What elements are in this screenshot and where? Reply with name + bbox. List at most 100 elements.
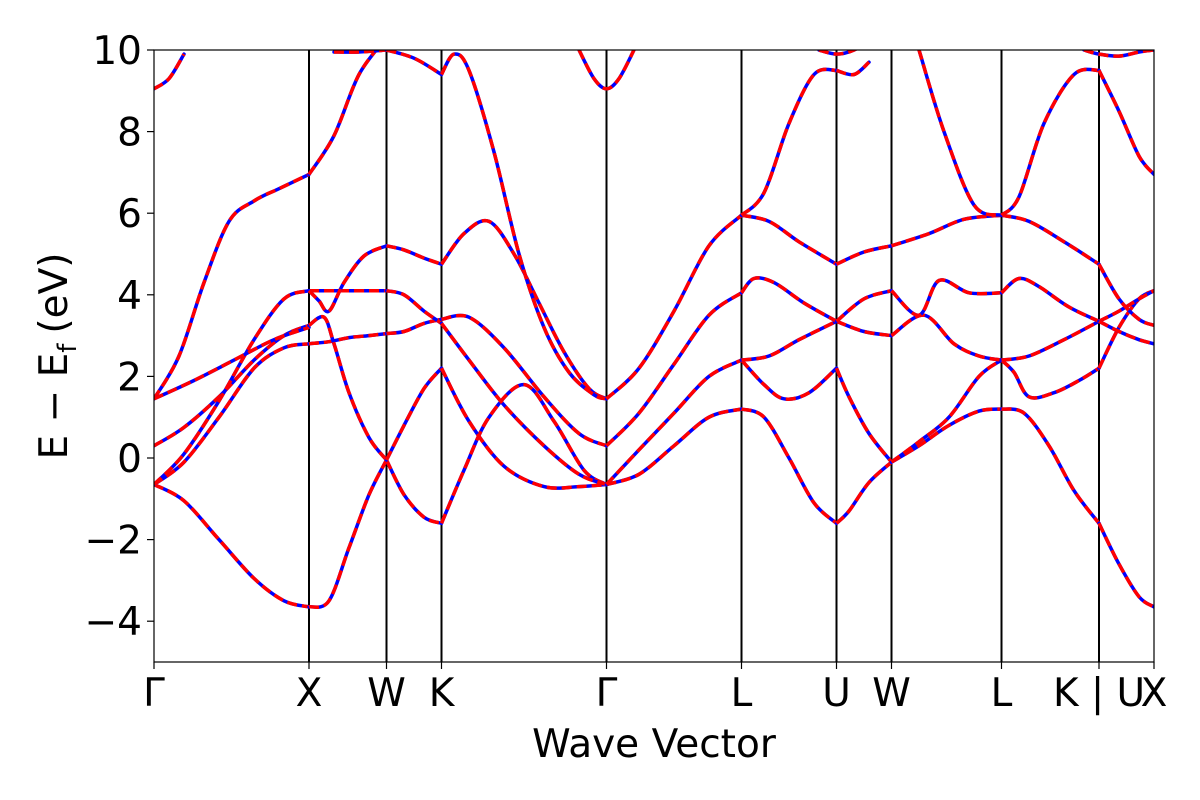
x-axis-label: Wave Vector — [532, 722, 777, 767]
y-tick-label: −4 — [85, 600, 143, 645]
band-line-dashed — [1001, 407, 1101, 525]
band-line-dashed — [154, 288, 310, 486]
band-line-dashed — [1098, 319, 1154, 346]
y-axis-label-unit: (eV) — [32, 252, 77, 333]
band-line-dashed — [605, 407, 742, 487]
band-line-solid — [154, 325, 311, 401]
x-tick-label: X — [1141, 671, 1168, 716]
band-line-dashed — [439, 382, 608, 524]
band-line-dashed — [740, 407, 838, 525]
band-line-dashed — [1097, 263, 1154, 328]
x-tick-label: W — [367, 671, 406, 716]
band-line-dashed — [154, 323, 310, 448]
band-line-solid — [999, 407, 1101, 526]
band-line-dashed — [834, 367, 893, 464]
band-line-solid — [384, 288, 444, 326]
band-line-dashed — [1001, 319, 1100, 362]
y-tick-label: 10 — [92, 29, 142, 74]
band-curves — [154, 50, 1154, 609]
band-line-dashed — [835, 60, 871, 77]
band-line-dashed — [835, 244, 892, 266]
band-line-solid — [739, 358, 839, 401]
band-line-dashed — [1000, 67, 1100, 217]
x-tick-label: Γ — [596, 671, 618, 716]
band-line-dashed — [1097, 289, 1154, 369]
y-axis-label: E − Ef (eV) — [32, 252, 83, 459]
band-line-dashed — [890, 407, 1002, 464]
x-tick-label: U — [822, 671, 851, 716]
band-line-dashed — [890, 213, 1002, 248]
band-line-dashed — [154, 342, 310, 486]
band-line-dashed — [890, 358, 1003, 464]
y-tick-label: 8 — [117, 111, 142, 156]
band-line-solid — [739, 407, 839, 526]
band-line-dashed — [386, 288, 443, 325]
band-line-solid — [154, 482, 311, 609]
band-line-dashed — [154, 53, 186, 91]
band-line-solid — [1097, 288, 1154, 370]
band-line-solid — [439, 52, 609, 401]
band-line-dashed — [384, 459, 443, 525]
band-line-solid — [154, 52, 186, 91]
band-line-dashed — [1001, 213, 1100, 266]
band-line-solid — [604, 358, 744, 487]
band-line-dashed — [835, 460, 893, 525]
band-line-dashed — [577, 50, 636, 91]
band-line-dashed — [385, 50, 443, 77]
band-line-dashed — [740, 276, 838, 323]
x-tick-label: Γ — [143, 671, 165, 716]
x-tick-label: L — [731, 671, 753, 716]
band-line-dashed — [605, 213, 743, 401]
band-line-solid — [999, 319, 1101, 362]
band-line-solid — [384, 458, 444, 526]
band-line-dashed — [1000, 358, 1100, 400]
band-line-dashed — [605, 291, 743, 448]
band-line-dashed — [740, 67, 837, 217]
band-line-dashed — [440, 322, 608, 487]
band-line-solid — [834, 460, 894, 526]
band-line-solid — [889, 278, 1004, 317]
band-line-solid — [917, 50, 1004, 217]
band-line-dashed — [386, 317, 442, 336]
band-line-solid — [439, 382, 609, 526]
band-line-solid — [739, 319, 839, 362]
high-symmetry-lines — [308, 50, 1100, 662]
band-line-dashed — [439, 367, 607, 490]
band-line-dashed — [307, 50, 379, 176]
band-line-dashed — [1097, 522, 1154, 609]
band-line-dashed — [835, 289, 893, 323]
band-line-dashed — [384, 367, 443, 461]
y-axis-label-subscript: f — [53, 343, 83, 353]
band-line-solid — [1097, 521, 1154, 609]
band-line-solid — [307, 458, 389, 609]
band-line-dashed — [890, 313, 1002, 362]
band-line-dashed — [818, 50, 858, 56]
band-line-solid — [834, 366, 894, 464]
band-line-dashed — [835, 319, 892, 338]
band-line-solid — [739, 276, 839, 324]
y-tick-label: 4 — [117, 274, 142, 319]
x-tick-label: X — [296, 671, 323, 716]
band-line-solid — [999, 67, 1101, 217]
x-tick-label: W — [872, 671, 911, 716]
band-line-dashed — [890, 278, 1002, 317]
y-axis-ticks: −4 −2 0 2 4 6 8 10 — [85, 29, 154, 645]
y-tick-label: 0 — [117, 437, 142, 482]
band-line-dashed — [1083, 50, 1154, 58]
band-line-dashed — [308, 459, 389, 609]
band-line-solid — [439, 321, 609, 487]
band-line-solid — [154, 172, 311, 401]
plot-frame — [153, 49, 1155, 663]
band-line-dashed — [1000, 276, 1100, 323]
band-line-dashed — [605, 358, 743, 486]
band-line-dashed — [741, 213, 838, 266]
band-line-dashed — [386, 244, 443, 266]
band-line-solid — [999, 213, 1101, 266]
y-tick-label: 2 — [117, 355, 142, 400]
x-tick-label: K — [429, 671, 456, 716]
band-line-dashed — [1097, 69, 1154, 176]
band-line-dashed — [439, 52, 607, 401]
band-line-dashed — [307, 244, 388, 314]
